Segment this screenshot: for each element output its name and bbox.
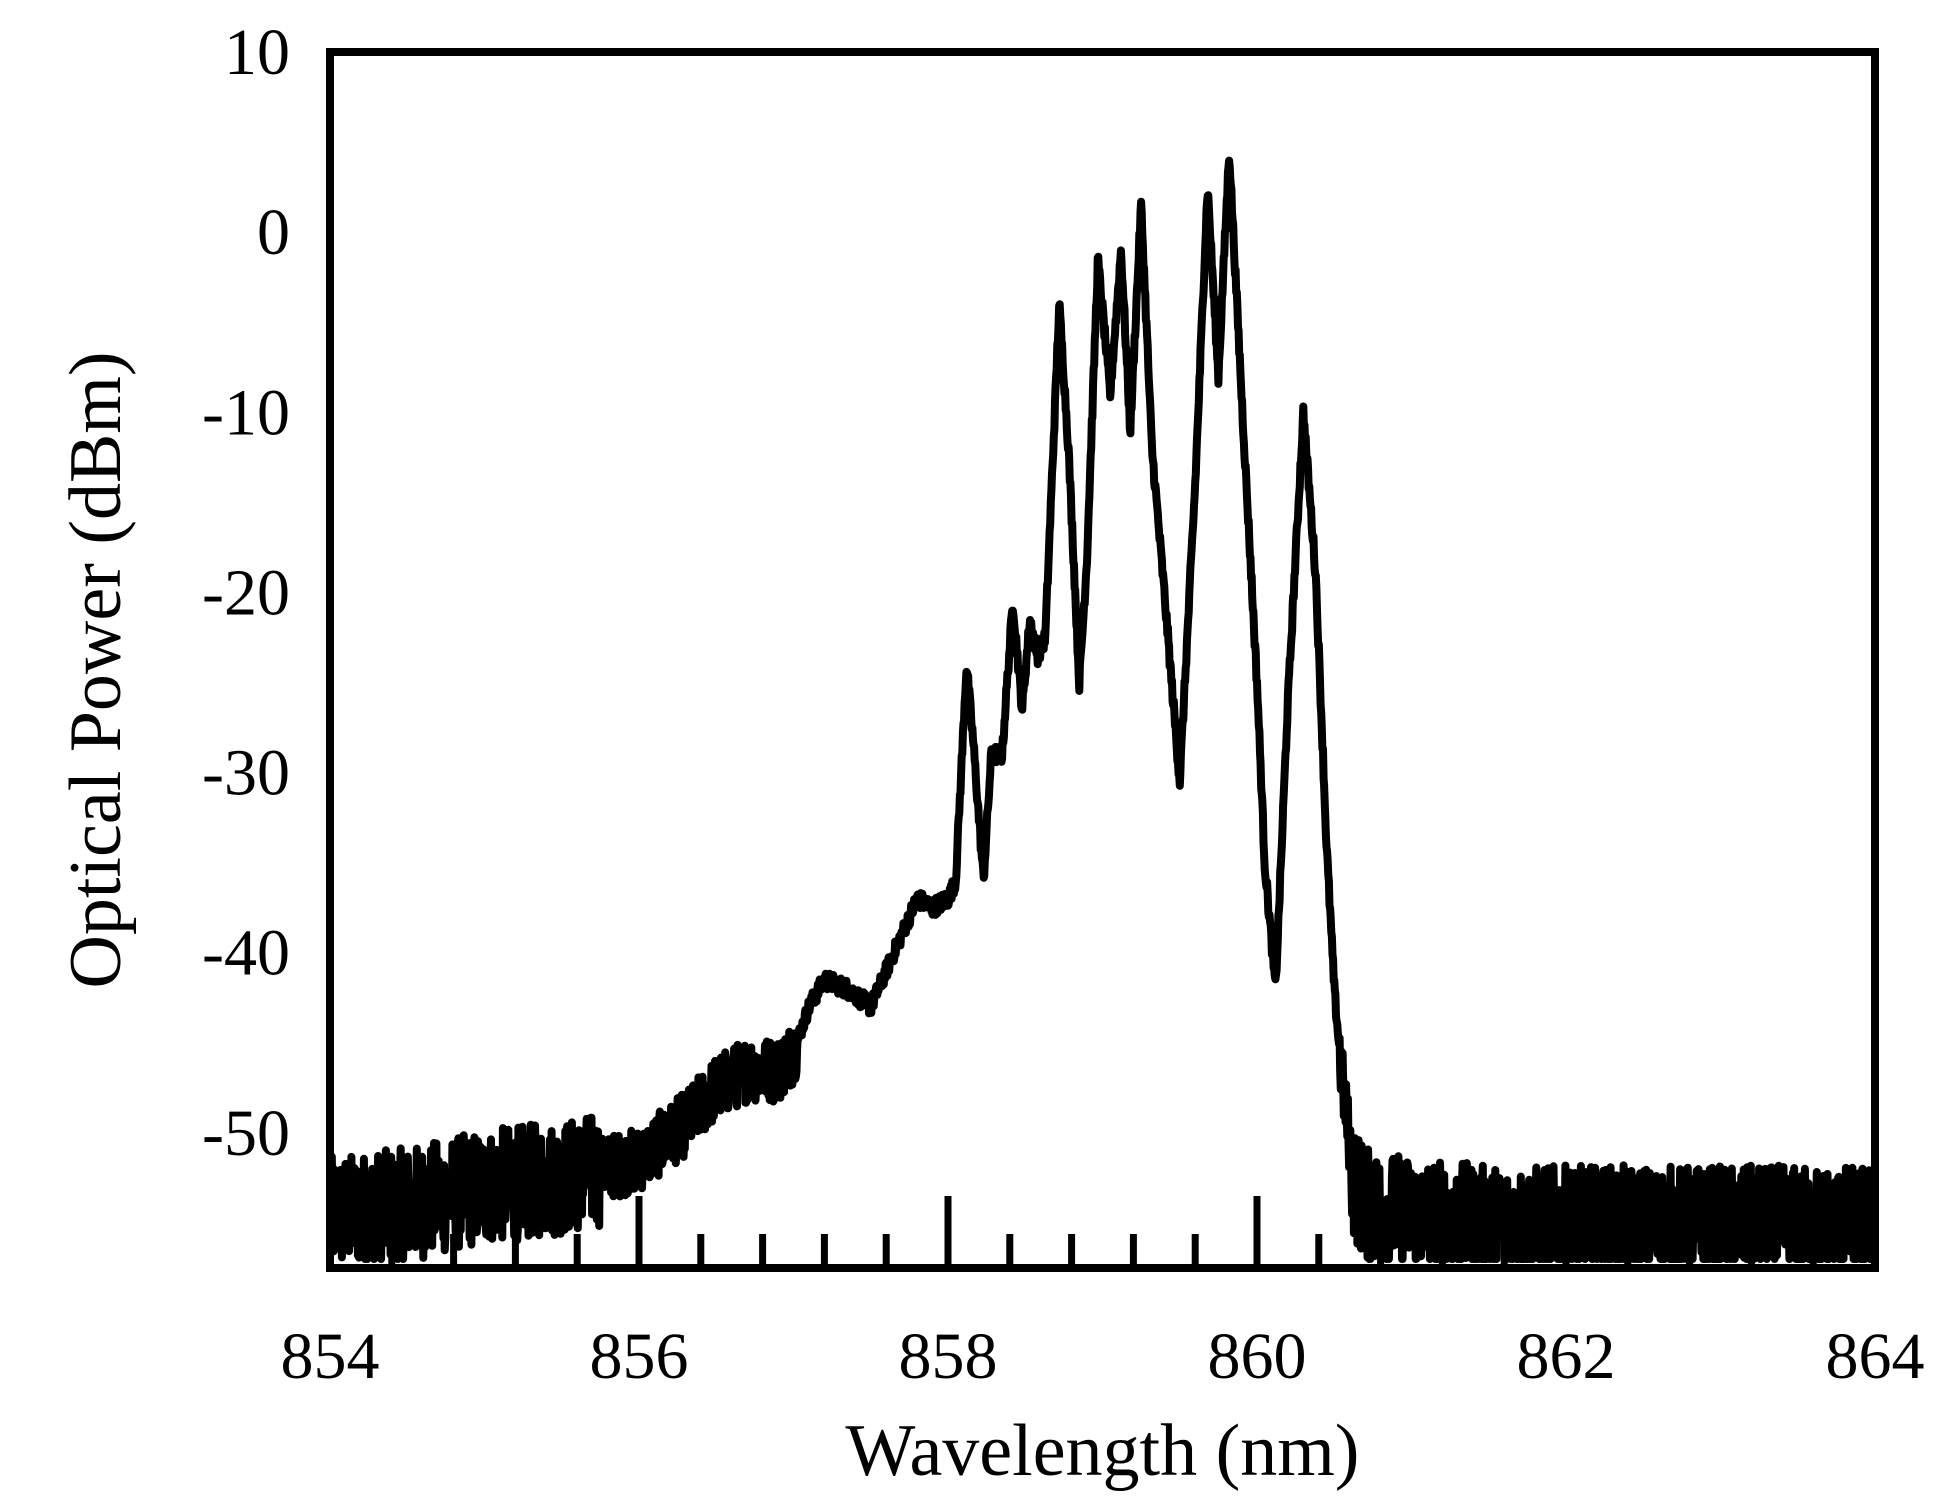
x-axis-title: Wavelength (nm) bbox=[846, 1410, 1360, 1492]
x-tick-label: 864 bbox=[1826, 1320, 1925, 1393]
x-tick-label: 860 bbox=[1208, 1320, 1307, 1393]
y-axis-title: Optical Power (dBm) bbox=[55, 351, 137, 988]
x-tick-label: 862 bbox=[1517, 1320, 1616, 1393]
y-tick-label: -30 bbox=[202, 737, 290, 810]
x-tick-label: 854 bbox=[281, 1320, 380, 1393]
spectrum-line bbox=[326, 156, 1879, 1263]
y-tick-label: 0 bbox=[257, 196, 290, 269]
axis-tick-labels: 10 0 -10 -20 -30 -40 -50 854 856 858 860 862 864 bbox=[202, 16, 1924, 1393]
y-tick-label: -40 bbox=[202, 917, 290, 990]
y-tick-label: -50 bbox=[202, 1097, 290, 1170]
x-tick-label: 858 bbox=[899, 1320, 998, 1393]
y-tick-label: -10 bbox=[202, 376, 290, 449]
plot-series bbox=[326, 156, 1879, 1263]
plot-frame bbox=[326, 48, 1879, 1272]
y-tick-label: -20 bbox=[202, 556, 290, 629]
x-tick-label: 856 bbox=[590, 1320, 689, 1393]
y-tick-label: 10 bbox=[224, 16, 290, 89]
